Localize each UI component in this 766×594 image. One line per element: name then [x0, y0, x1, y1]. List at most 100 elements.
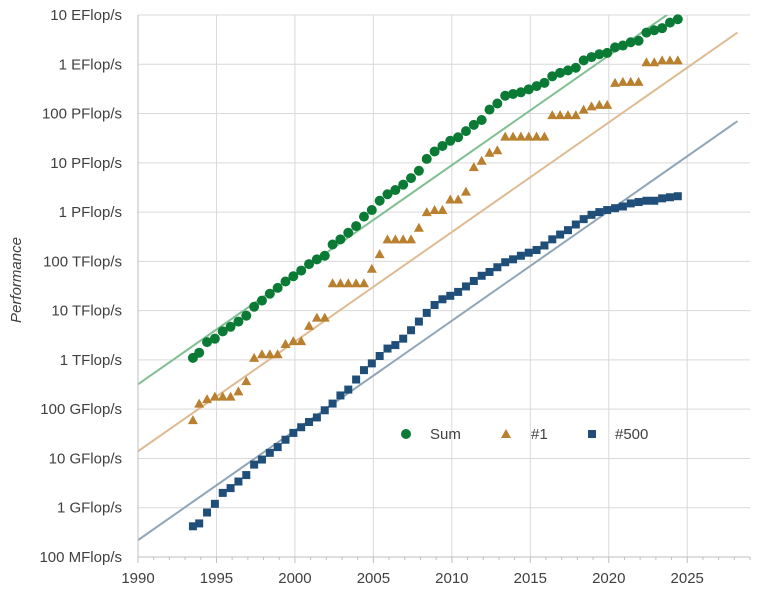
data-point-n500 [344, 385, 353, 394]
y-tick-label: 100 PFlop/s [42, 106, 122, 123]
data-point-n1 [233, 386, 244, 396]
x-tick-label: 2000 [278, 570, 311, 587]
data-point-Sum [586, 52, 597, 63]
data-point-Sum [327, 239, 338, 250]
data-point-Sum [319, 250, 330, 261]
data-point-n1 [421, 207, 432, 217]
data-point-n1 [374, 249, 385, 259]
data-point-n1 [241, 376, 252, 386]
data-point-n500 [595, 208, 604, 217]
x-tick-labels: 1990 1995 2000 2005 2010 2015 2020 2025 [121, 570, 704, 587]
data-point-n500 [454, 287, 463, 296]
data-point-n1 [288, 336, 299, 346]
data-point-Sum [610, 42, 621, 53]
y-tick-label: 100 TFlop/s [43, 253, 122, 270]
y-tick-label: 1 EFlop/s [59, 56, 122, 73]
trend-lines [138, 15, 739, 541]
series-n1 [187, 55, 683, 425]
data-point-n1 [610, 77, 621, 87]
data-point-Sum [539, 77, 550, 88]
data-point-n500 [336, 391, 345, 400]
data-point-Sum [460, 126, 471, 137]
data-point-Sum [562, 65, 573, 76]
data-point-Sum [570, 62, 581, 73]
data-point-n500 [273, 443, 282, 452]
data-point-n1 [602, 99, 613, 109]
data-point-n500 [485, 267, 494, 276]
data-point-n1 [562, 110, 573, 120]
y-tick-label: 10 PFlop/s [50, 155, 122, 172]
data-point-n500 [634, 198, 643, 207]
y-tick-labels: 100 MFlop/s 1 GFlop/s 10 GFlop/s 100 GFlop/… [39, 7, 122, 566]
data-point-n500 [461, 282, 470, 291]
data-point-n500 [548, 235, 557, 244]
data-point-n500 [532, 246, 541, 255]
y-axis-title: Performance [8, 237, 25, 323]
data-point-n1 [664, 55, 675, 65]
data-point-n1 [437, 205, 448, 215]
data-point-n1 [523, 131, 534, 141]
legend-item: #1 [501, 426, 548, 443]
data-point-n500 [571, 220, 580, 229]
data-point-n500 [320, 406, 329, 415]
data-point-Sum [625, 37, 636, 48]
data-point-n1 [547, 110, 558, 120]
data-point-n500 [407, 326, 416, 335]
data-point-Sum [672, 14, 683, 25]
data-point-n1 [492, 145, 503, 155]
data-point-n1 [256, 349, 267, 359]
y-tick-label: 10 TFlop/s [51, 303, 122, 320]
y-tick-label: 100 GFlop/s [40, 401, 122, 418]
data-point-Sum [390, 185, 401, 196]
data-point-n1 [594, 99, 605, 109]
data-point-Sum [484, 104, 495, 115]
data-point-n500 [352, 375, 361, 384]
data-point-n1 [476, 155, 487, 165]
data-point-n1 [586, 101, 597, 111]
y-tick-label: 1 PFlop/s [59, 204, 122, 221]
data-point-n1 [304, 320, 315, 330]
data-point-n500 [297, 423, 306, 432]
data-point-n500 [540, 241, 549, 250]
data-point-n1 [225, 391, 236, 401]
trend-line-n1 [138, 31, 739, 453]
data-point-n1 [296, 336, 307, 346]
data-point-Sum [233, 316, 244, 327]
x-tick-label: 2005 [357, 570, 390, 587]
data-point-n1 [209, 391, 220, 401]
data-point-Sum [523, 84, 534, 95]
data-point-n500 [603, 206, 612, 215]
data-point-Sum [602, 47, 613, 58]
y-tick-label: 1 GFlop/s [57, 500, 122, 517]
legend-marker [401, 429, 411, 439]
data-point-n500 [203, 508, 212, 517]
data-point-Sum [413, 165, 424, 176]
data-point-n1 [264, 349, 275, 359]
legend-marker [501, 429, 511, 438]
legend-label: Sum [430, 426, 461, 443]
data-point-n1 [194, 398, 205, 408]
data-point-Sum [578, 55, 589, 66]
data-point-n1 [672, 55, 683, 65]
legend: Sum #1 #500 [401, 426, 648, 443]
data-point-n1 [453, 194, 464, 204]
data-point-Sum [555, 67, 566, 78]
data-point-n500 [446, 291, 455, 300]
data-point-n500 [188, 522, 197, 531]
data-point-n1 [641, 57, 652, 67]
series-n500 [188, 192, 682, 531]
data-point-Sum [406, 173, 417, 184]
data-point-Sum [476, 114, 487, 125]
data-point-Sum [209, 333, 220, 344]
data-point-n500 [422, 308, 431, 317]
data-point-n1 [202, 394, 213, 404]
data-point-n1 [382, 234, 393, 244]
data-point-Sum [453, 132, 464, 143]
data-point-Sum [633, 35, 644, 46]
data-point-n500 [611, 204, 620, 213]
data-point-n1 [633, 76, 644, 86]
data-point-n1 [327, 278, 338, 288]
data-point-n500 [563, 226, 572, 235]
data-point-n1 [460, 186, 471, 196]
